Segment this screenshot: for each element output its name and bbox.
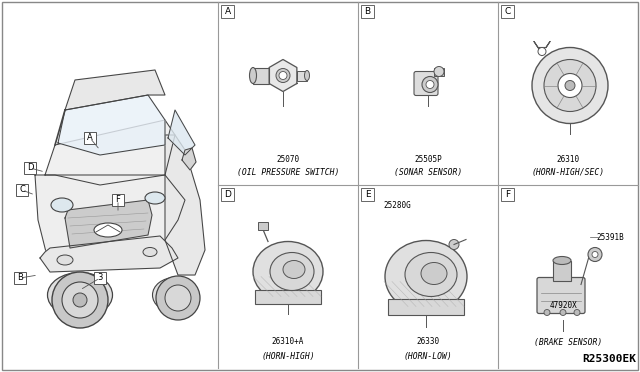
Circle shape (592, 251, 598, 257)
Circle shape (52, 272, 108, 328)
Text: 47920X: 47920X (549, 301, 577, 311)
Text: F: F (505, 190, 510, 199)
Text: 25505P: 25505P (414, 154, 442, 164)
Circle shape (449, 240, 459, 250)
Polygon shape (58, 95, 165, 155)
Ellipse shape (57, 255, 73, 265)
Circle shape (558, 74, 582, 97)
Bar (501, 5, 514, 18)
Ellipse shape (47, 273, 113, 317)
Ellipse shape (305, 71, 310, 80)
Ellipse shape (553, 257, 571, 264)
Bar (84, 132, 96, 144)
Circle shape (538, 48, 546, 55)
FancyBboxPatch shape (537, 278, 585, 314)
Ellipse shape (145, 192, 165, 204)
Text: D: D (27, 164, 33, 173)
Text: (SONAR SENSOR): (SONAR SENSOR) (394, 169, 462, 177)
Ellipse shape (385, 241, 467, 312)
Text: 26310: 26310 (556, 154, 580, 164)
Circle shape (276, 68, 290, 83)
Text: R25300EK: R25300EK (582, 354, 636, 364)
FancyBboxPatch shape (414, 71, 438, 96)
Text: 3: 3 (97, 273, 102, 282)
Circle shape (532, 48, 608, 124)
Bar (112, 194, 124, 206)
Bar (388, 298, 464, 314)
Circle shape (426, 80, 434, 89)
Ellipse shape (270, 253, 314, 291)
Text: (HORN-HIGH/SEC): (HORN-HIGH/SEC) (531, 169, 605, 177)
Circle shape (560, 310, 566, 315)
Ellipse shape (283, 260, 305, 279)
Ellipse shape (250, 67, 257, 83)
Text: 25391B: 25391B (596, 232, 624, 241)
Polygon shape (40, 236, 178, 272)
Polygon shape (182, 148, 196, 170)
Bar (297, 71, 307, 80)
Polygon shape (168, 110, 195, 155)
Ellipse shape (253, 241, 323, 301)
Text: (HORN-LOW): (HORN-LOW) (404, 352, 452, 360)
Bar (255, 289, 321, 304)
Circle shape (544, 310, 550, 315)
Text: 26330: 26330 (417, 337, 440, 346)
Ellipse shape (94, 223, 122, 237)
Bar (24, 162, 36, 174)
Text: B: B (364, 7, 371, 16)
Text: C: C (19, 186, 25, 195)
Circle shape (422, 77, 438, 93)
Bar (221, 188, 234, 201)
Circle shape (565, 80, 575, 90)
Polygon shape (165, 135, 205, 275)
Text: (HORN-HIGH): (HORN-HIGH) (261, 352, 315, 360)
Polygon shape (65, 70, 165, 110)
Circle shape (165, 285, 191, 311)
Text: D: D (224, 190, 231, 199)
Text: F: F (116, 196, 120, 205)
Circle shape (279, 71, 287, 80)
Circle shape (544, 60, 596, 112)
Bar (434, 67, 444, 76)
Circle shape (62, 282, 98, 318)
Text: 26310+A: 26310+A (272, 337, 304, 346)
Ellipse shape (152, 278, 198, 312)
Circle shape (574, 310, 580, 315)
Bar (14, 272, 26, 284)
Text: 25070: 25070 (276, 154, 300, 164)
Text: C: C (504, 7, 511, 16)
Polygon shape (65, 200, 152, 248)
Text: (BRAKE SENSOR): (BRAKE SENSOR) (534, 337, 602, 346)
Ellipse shape (143, 247, 157, 257)
Bar (361, 5, 374, 18)
Text: E: E (365, 190, 371, 199)
Circle shape (73, 293, 87, 307)
Polygon shape (269, 60, 297, 92)
Text: A: A (225, 7, 230, 16)
Bar (258, 221, 268, 230)
Bar (253, 67, 269, 83)
Circle shape (434, 67, 444, 77)
Polygon shape (45, 120, 175, 185)
Ellipse shape (421, 263, 447, 285)
Polygon shape (35, 175, 185, 260)
Bar (94, 272, 106, 284)
Text: 25280G: 25280G (383, 201, 411, 209)
Bar (221, 5, 234, 18)
Bar (16, 184, 28, 196)
Bar (553, 260, 571, 280)
Ellipse shape (405, 253, 457, 296)
Text: A: A (87, 134, 93, 142)
Bar (501, 188, 514, 201)
Ellipse shape (51, 198, 73, 212)
Text: (OIL PRESSURE SWITCH): (OIL PRESSURE SWITCH) (237, 169, 339, 177)
Bar (361, 188, 374, 201)
Circle shape (588, 247, 602, 262)
Circle shape (156, 276, 200, 320)
Text: B: B (17, 273, 23, 282)
